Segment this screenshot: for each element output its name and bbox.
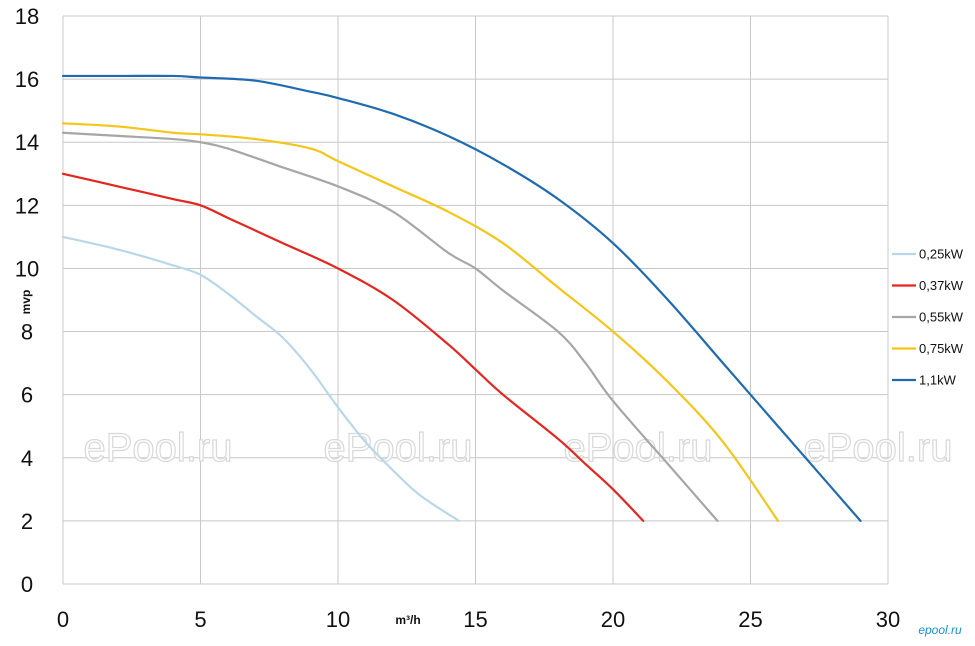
- x-tick-label: 15: [463, 607, 487, 632]
- watermark-text: ePool.ru: [324, 426, 473, 470]
- x-axis-ticks: 0 5 10 15 20 25 30: [57, 607, 900, 632]
- watermark-text: ePool.ru: [804, 426, 953, 470]
- y-tick-label: 16: [15, 67, 39, 92]
- legend-label-1: 0,25kW: [919, 247, 964, 262]
- y-axis-title: mvp: [19, 290, 33, 315]
- watermark-text: ePool.ru: [564, 426, 713, 470]
- series-line-1: [61, 235, 461, 522]
- y-tick-label: 14: [15, 130, 39, 155]
- series-line-4: [61, 122, 780, 522]
- y-tick-label: 18: [15, 4, 39, 29]
- watermark-text: ePool.ru: [84, 426, 233, 470]
- y-tick-label: 2: [21, 509, 33, 534]
- series-layer: [61, 74, 862, 522]
- y-tick-label: 12: [15, 193, 39, 218]
- x-tick-label: 20: [601, 607, 625, 632]
- y-tick-label: 10: [15, 256, 39, 281]
- watermark-layer: ePool.ru ePool.ru ePool.ru ePool.ru: [83, 425, 953, 470]
- x-tick-label: 0: [57, 607, 69, 632]
- x-tick-label: 25: [738, 607, 762, 632]
- legend-label-5: 1,1kW: [919, 373, 957, 388]
- legend: 0,25kW 0,37kW 0,55kW 0,75kW 1,1kW: [892, 247, 964, 388]
- y-tick-label: 8: [21, 320, 33, 345]
- x-axis-title: m³/h: [395, 613, 420, 627]
- legend-label-2: 0,37kW: [919, 278, 964, 293]
- corner-logo: epool.ru: [918, 623, 962, 637]
- series-line-2: [61, 172, 645, 522]
- legend-label-3: 0,55kW: [919, 310, 964, 325]
- x-tick-label: 10: [326, 607, 350, 632]
- series-line-3: [61, 131, 719, 522]
- legend-label-4: 0,75kW: [919, 341, 964, 356]
- y-axis-ticks: 0 2 4 6 8 10 12 14 16 18: [15, 4, 39, 597]
- x-tick-label: 5: [194, 607, 206, 632]
- x-tick-label: 30: [876, 607, 900, 632]
- y-tick-label: 4: [21, 446, 33, 471]
- y-tick-label: 0: [21, 572, 33, 597]
- series-line-5: [61, 74, 862, 522]
- y-tick-label: 6: [21, 383, 33, 408]
